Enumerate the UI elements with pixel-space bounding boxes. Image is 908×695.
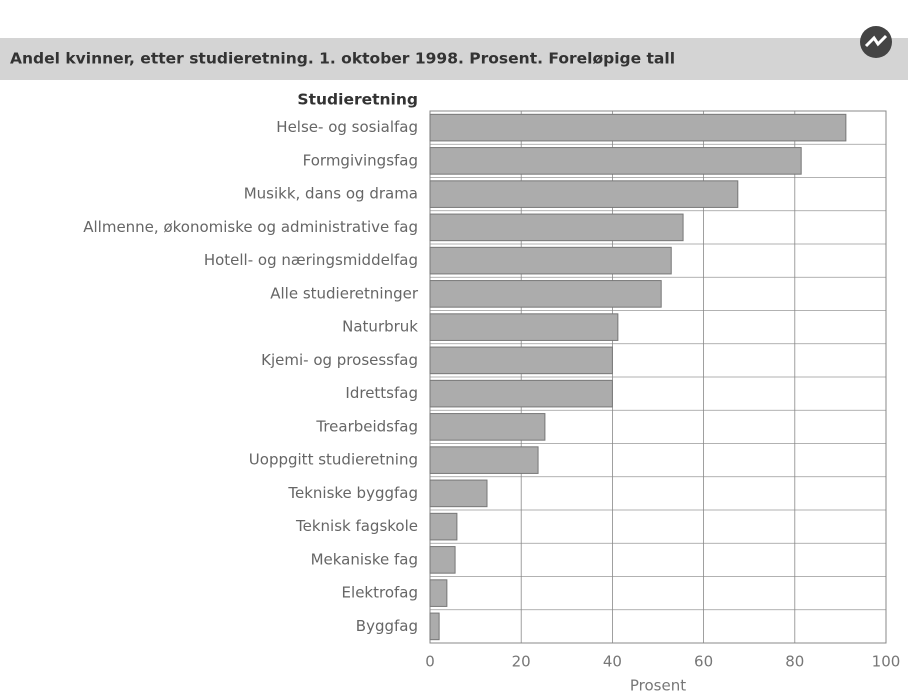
bar [429,213,684,242]
bar [429,612,440,641]
x-tick-label: 0 [425,653,435,671]
bar [429,113,847,142]
y-tick-label: Tekniske byggfag [287,484,418,502]
bar [429,446,539,474]
y-tick-label: Uoppgitt studieretning [249,451,418,469]
y-tick-label: Helse- og sosialfag [276,118,418,136]
bar [429,546,456,574]
y-tick-label: Byggfag [356,617,418,635]
y-tick-label: Alle studieretninger [270,284,419,302]
title-band [0,38,908,80]
bar [429,280,662,308]
y-tick-label: Formgivingsfag [303,151,418,169]
category-axis-label: Studieretning [297,91,418,109]
bar [429,180,739,208]
y-tick-label: Elektrofag [342,584,418,602]
chart-title: Andel kvinner, etter studieretning. 1. o… [10,50,675,68]
x-tick-label: 20 [512,653,531,671]
y-tick-label: Teknisk fagskole [295,517,418,535]
x-tick-label: 100 [872,653,901,671]
y-tick-label: Mekaniske fag [311,550,418,568]
x-tick-label: 60 [694,653,713,671]
y-tick-label: Hotell- og næringsmiddelfag [204,251,418,269]
bar [429,147,802,175]
bar [429,379,613,408]
x-axis-label: Prosent [630,677,686,695]
logo-mark [864,34,888,48]
y-tick-label: Trearbeidsfag [315,417,418,435]
bar [429,479,488,508]
y-tick-label: Naturbruk [342,318,418,336]
y-tick-label: Kjemi- og prosessfag [261,351,418,369]
bar [429,413,546,441]
bar [429,579,448,607]
x-tick-label: 80 [785,653,804,671]
bar [429,313,619,341]
bar [429,246,672,275]
y-tick-label: Allmenne, økonomiske og administrative f… [83,218,418,236]
y-tick-label: Idrettsfag [345,384,418,402]
x-tick-label: 40 [603,653,622,671]
y-tick-label: Musikk, dans og drama [244,185,418,203]
bar [429,512,458,541]
bar [429,346,613,375]
